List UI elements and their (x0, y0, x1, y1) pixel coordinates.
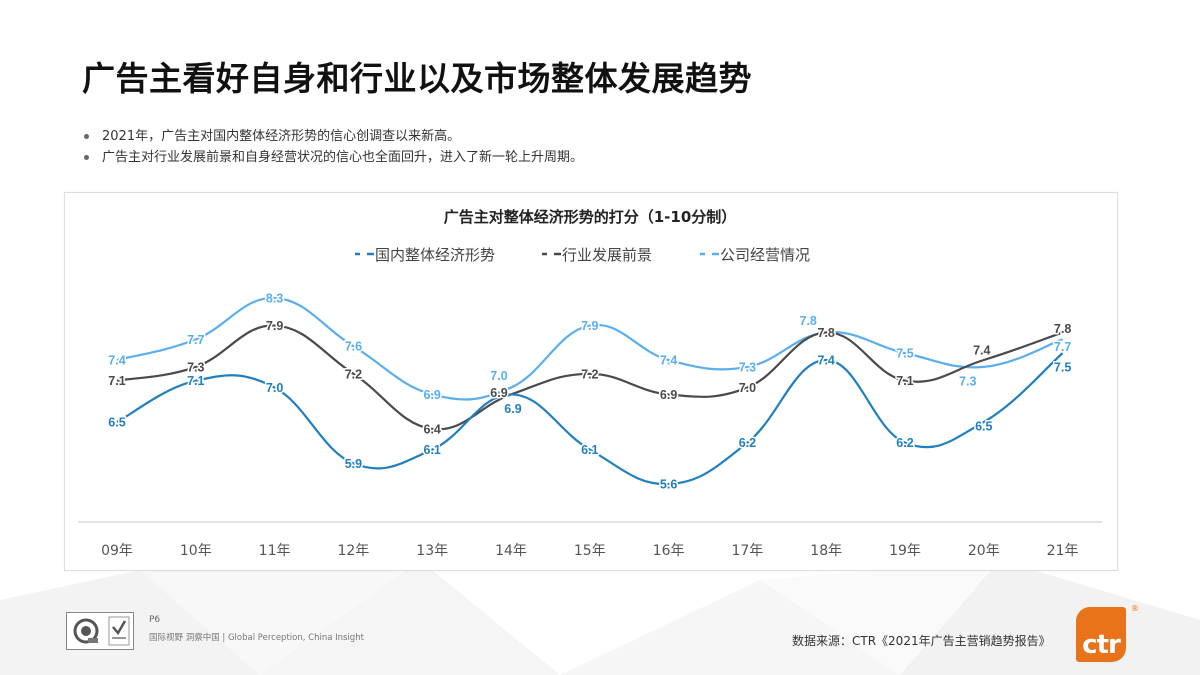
data-label: 6.5 (108, 416, 125, 430)
bullet-list: 2021年，广告主对国内整体经济形势的信心创调查以来新高。 广告主对行业发展前景… (80, 126, 583, 168)
chart-title: 广告主对整体经济形势的打分（1-10分制） (444, 208, 737, 226)
x-tick-label: 18年 (810, 543, 842, 559)
data-label: 8.3 (266, 292, 283, 306)
data-label: 7.8 (818, 326, 835, 340)
footer-left: P6 国际视野 洞察中国 | Global Perception, China … (66, 612, 364, 650)
data-label: 7.3 (959, 374, 976, 388)
footer-tagline: 国际视野 洞察中国 | Global Perception, China Ins… (149, 633, 364, 643)
data-label: 5.9 (345, 457, 362, 471)
x-tick-label: 11年 (259, 543, 291, 559)
background-lowpoly-decoration (0, 560, 1200, 675)
slide-title: 广告主看好自身和行业以及市场整体发展趋势 (82, 59, 752, 98)
ctr-brand-logo: ctr (1076, 607, 1126, 662)
bullet-item: 2021年，广告主对国内整体经济形势的信心创调查以来新高。 (80, 126, 583, 147)
checkmark-cert-icon (108, 616, 129, 646)
x-tick-label: 17年 (731, 543, 763, 559)
data-label: 6.4 (424, 422, 441, 436)
ctr-logo-text: ctr (1082, 630, 1121, 660)
data-label: 7.4 (660, 354, 677, 368)
data-labels: 7.4 7.7 8.3 7.6 6.9 7.0 7.9 7.4 7.3 7.8 7.5 7.3 7.7 7… (107, 290, 1073, 493)
series-lines (116, 296, 1064, 486)
data-label: 7.4 (108, 354, 125, 368)
data-label: 7.7 (1054, 340, 1071, 354)
data-label: 7.5 (1054, 361, 1071, 375)
bullet-item: 广告主对行业发展前景和自身经营状况的信心也全面回升，进入了新一轮上升周期。 (80, 147, 583, 168)
quality-seal-icon (73, 618, 98, 644)
x-tick-label: 10年 (180, 543, 212, 559)
data-label: 6.9 (504, 402, 521, 416)
data-label: 7.1 (108, 374, 125, 388)
series-line (116, 352, 1064, 486)
chart-legend: 国内整体经济形势 行业发展前景 公司经营情况 (355, 246, 810, 264)
data-label: 7.5 (896, 347, 913, 361)
x-tick-label: 19年 (889, 543, 921, 559)
chart-frame (64, 192, 1118, 571)
data-label: 6.9 (424, 388, 441, 402)
data-label: 7.1 (187, 374, 204, 388)
legend-item: 国内整体经济形势 (355, 246, 495, 264)
series-line (116, 324, 1063, 431)
x-tick-label: 13年 (416, 543, 448, 559)
x-tick-label: 14年 (495, 543, 527, 559)
data-label: 6.1 (581, 443, 598, 457)
data-label: 7.3 (187, 360, 204, 374)
legend-item: 行业发展前景 (542, 246, 652, 264)
data-label: 7.4 (973, 344, 990, 358)
certification-logo (66, 612, 134, 650)
legend-label: 行业发展前景 (562, 246, 652, 264)
legend-label: 国内整体经济形势 (375, 246, 495, 264)
legend-label: 公司经营情况 (720, 246, 810, 264)
data-label: 7.0 (490, 369, 507, 383)
data-label: 5.6 (660, 478, 677, 492)
data-label: 7.9 (581, 319, 598, 333)
x-tick-label: 09年 (101, 543, 133, 559)
legend-item: 公司经营情况 (700, 246, 810, 264)
data-label: 6.2 (896, 436, 913, 450)
data-label: 7.0 (739, 381, 756, 395)
x-tick-label: 20年 (968, 543, 1000, 559)
x-tick-label: 16年 (653, 543, 685, 559)
x-axis-labels: 09年 10年 11年 12年 13年 14年 15年 16年 17年 18年 19年 20年 21年 (101, 543, 1078, 559)
data-label: 7.1 (896, 374, 913, 388)
data-label: 7.6 (345, 340, 362, 354)
data-label: 6.2 (739, 436, 756, 450)
series-line (116, 296, 1063, 401)
x-tick-label: 21年 (1047, 543, 1079, 559)
data-source-note: 数据来源：CTR《2021年广告主营销趋势报告》 (792, 634, 1051, 648)
data-label: 7.8 (800, 314, 817, 328)
registered-mark-icon: ® (1131, 604, 1139, 613)
x-tick-label: 15年 (574, 543, 606, 559)
data-label: 7.7 (187, 333, 204, 347)
data-label: 7.9 (266, 319, 283, 333)
data-label: 6.9 (660, 388, 677, 402)
data-label: 7.3 (739, 360, 756, 374)
x-tick-label: 12年 (337, 543, 369, 559)
data-label: 6.1 (424, 443, 441, 457)
data-label: 7.2 (581, 367, 598, 381)
data-label: 6.5 (975, 420, 992, 434)
data-label: 7.4 (818, 354, 835, 368)
data-label: 7.2 (345, 367, 362, 381)
data-label: 7.0 (266, 381, 283, 395)
data-label: 7.8 (1054, 322, 1071, 336)
page-number: P6 (149, 615, 161, 625)
data-label: 6.9 (490, 386, 507, 400)
